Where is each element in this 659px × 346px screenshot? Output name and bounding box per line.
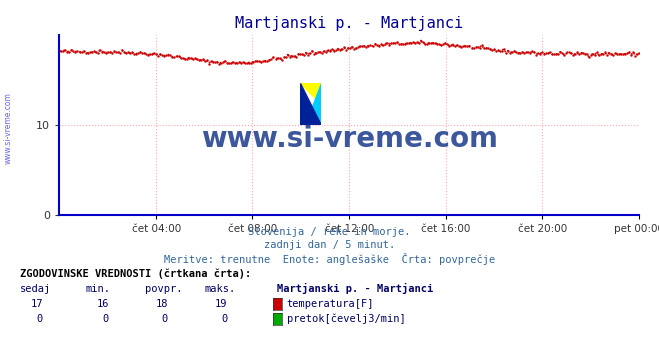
Text: min.: min. [86,284,111,294]
Text: sedaj: sedaj [20,284,51,294]
Text: 16: 16 [96,299,109,309]
Text: zadnji dan / 5 minut.: zadnji dan / 5 minut. [264,240,395,250]
Text: maks.: maks. [204,284,235,294]
Text: www.si-vreme.com: www.si-vreme.com [201,125,498,153]
Polygon shape [300,83,321,104]
Title: Martjanski p. - Martjanci: Martjanski p. - Martjanci [235,16,463,31]
Text: ZGODOVINSKE VREDNOSTI (črtkana črta):: ZGODOVINSKE VREDNOSTI (črtkana črta): [20,268,251,279]
Text: 17: 17 [30,299,43,309]
Text: Meritve: trenutne  Enote: anglešaške  Črta: povprečje: Meritve: trenutne Enote: anglešaške Črta… [164,253,495,265]
Text: pretok[čevelj3/min]: pretok[čevelj3/min] [287,314,405,325]
Text: Slovenija / reke in morje.: Slovenija / reke in morje. [248,227,411,237]
Text: 0: 0 [162,315,168,325]
Text: povpr.: povpr. [145,284,183,294]
Text: 0: 0 [221,315,227,325]
Text: 0: 0 [37,315,43,325]
Text: 19: 19 [215,299,227,309]
Polygon shape [300,83,321,125]
Text: temperatura[F]: temperatura[F] [287,299,374,309]
Text: www.si-vreme.com: www.si-vreme.com [3,92,13,164]
Text: 0: 0 [103,315,109,325]
Text: Martjanski p. - Martjanci: Martjanski p. - Martjanci [277,283,433,294]
Polygon shape [305,83,321,125]
Text: 18: 18 [156,299,168,309]
